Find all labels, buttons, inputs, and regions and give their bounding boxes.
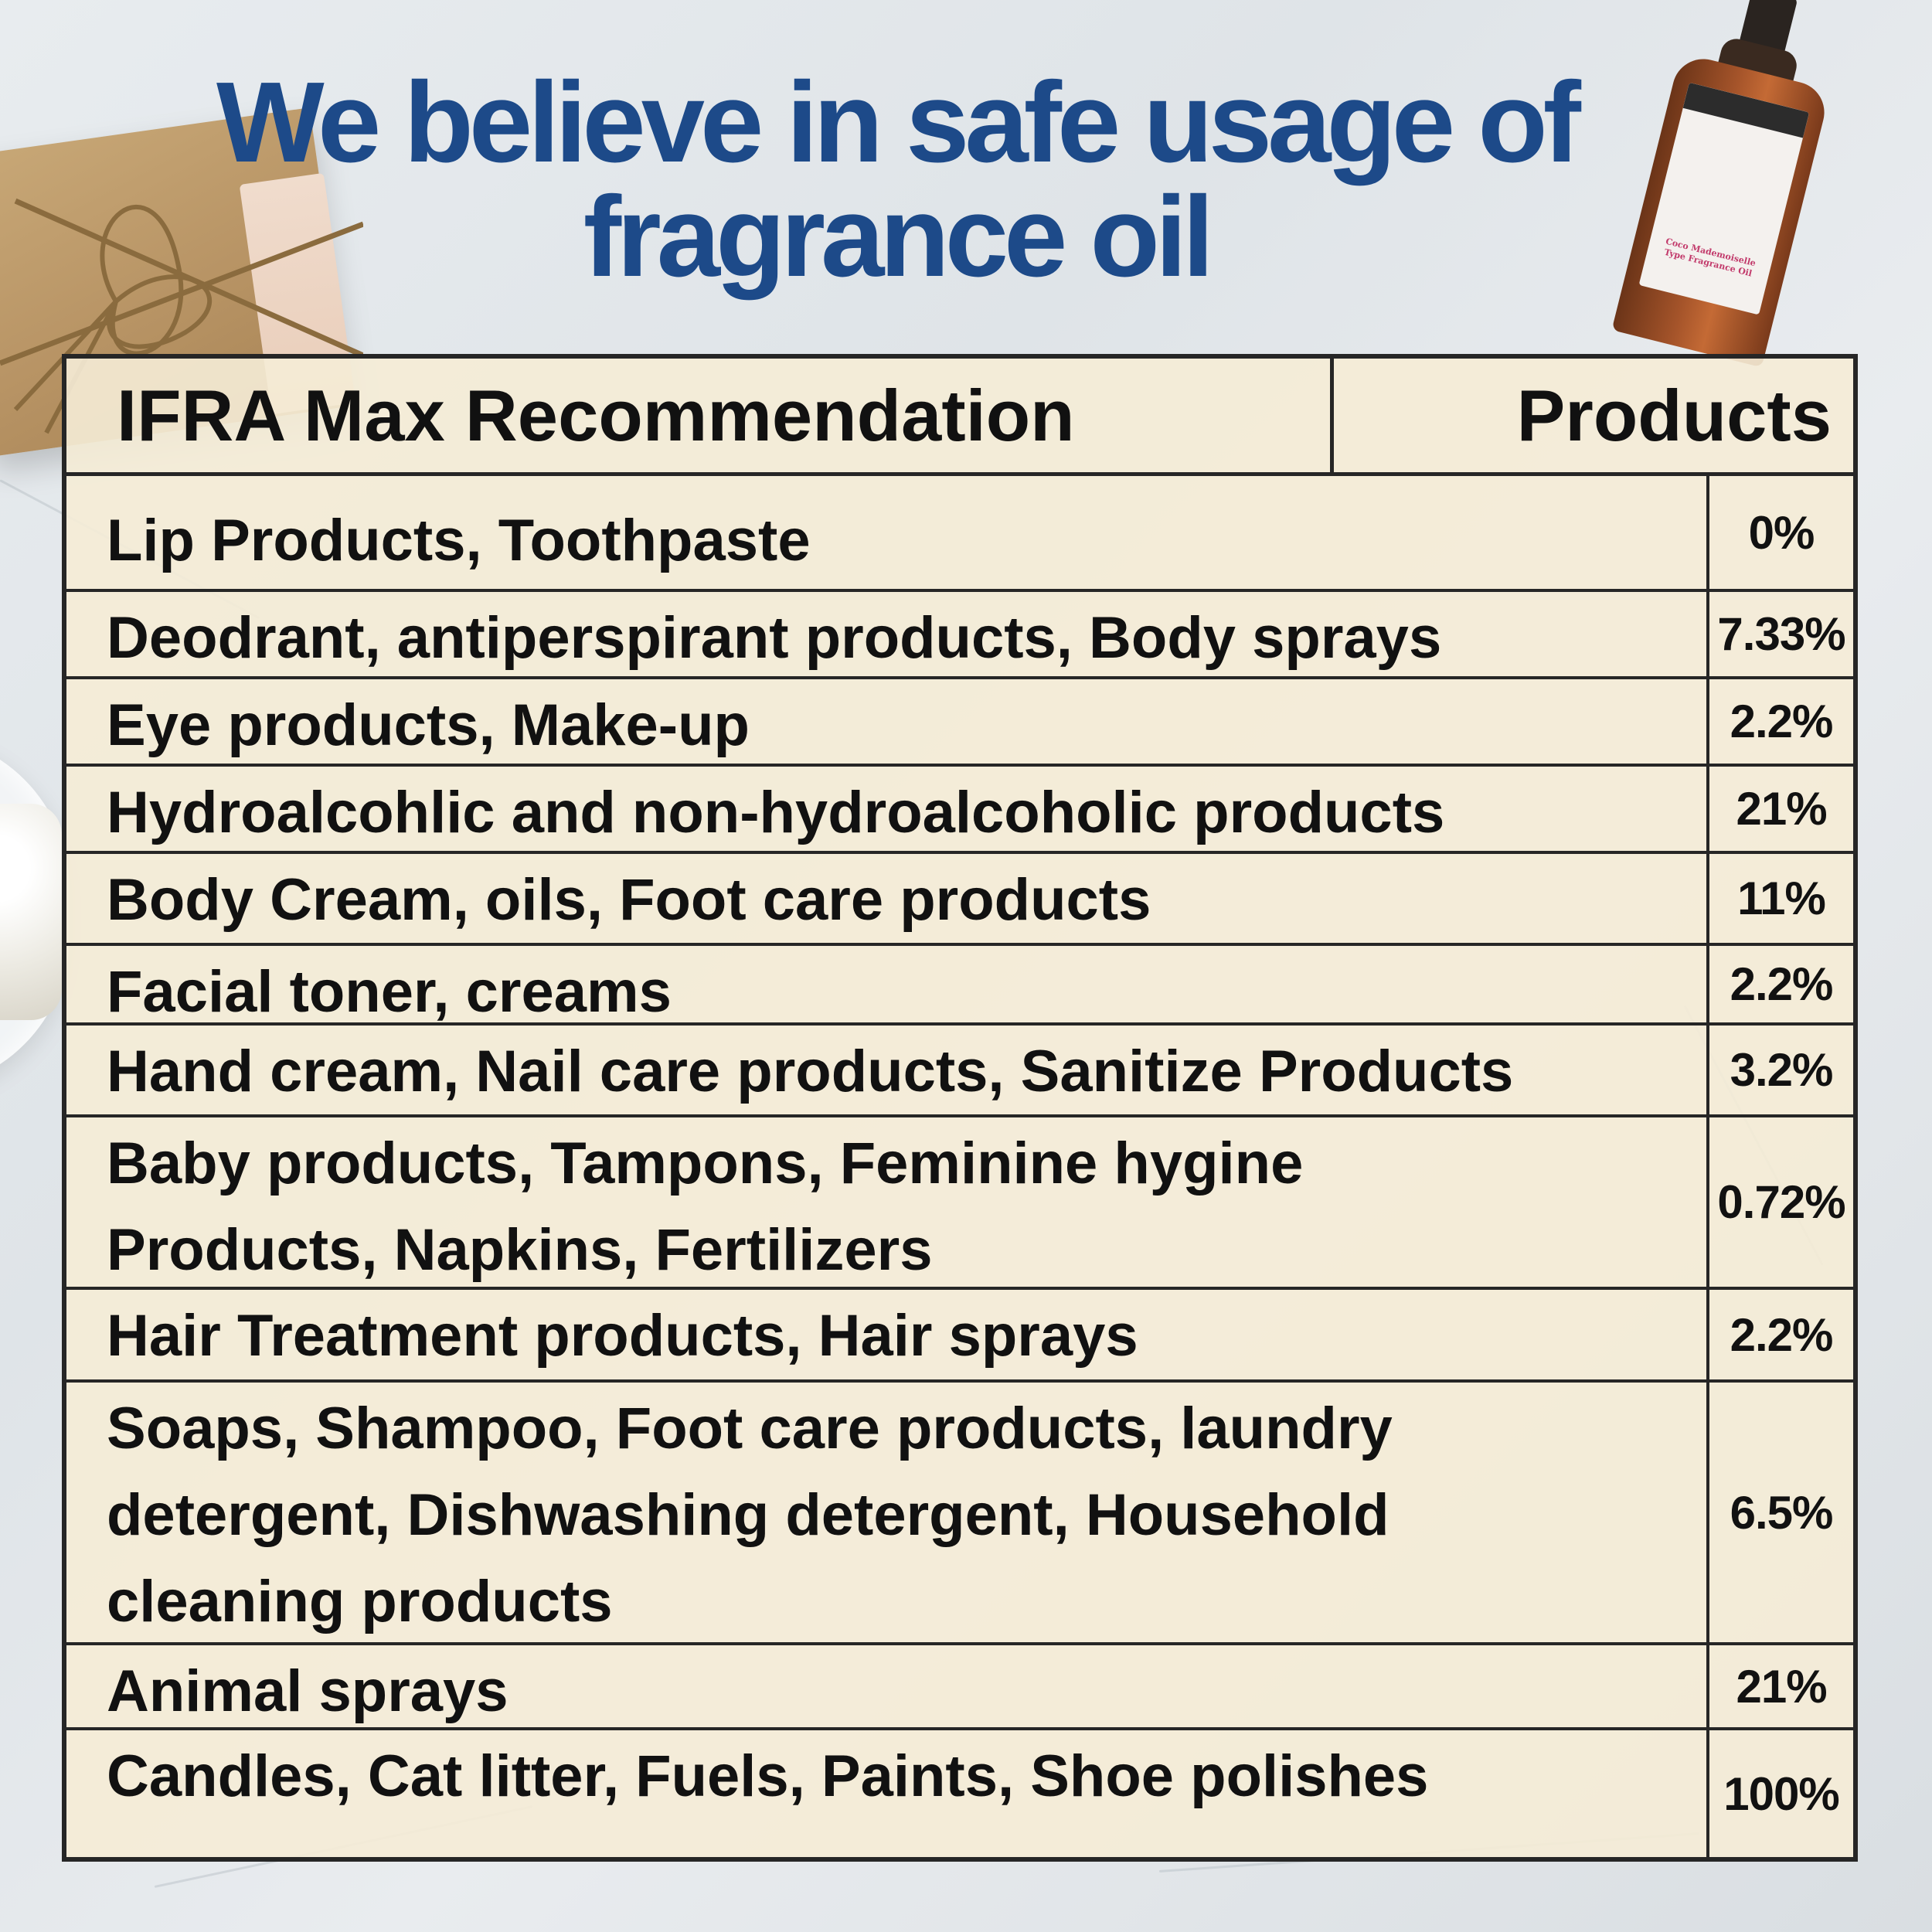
table-row: Hydroalcohlic and non-hydroalcoholic pro…	[66, 767, 1853, 854]
row-label: Eye products, Make-up	[66, 679, 1709, 764]
row-label: Facial toner, creams	[66, 946, 1709, 1025]
row-label: Body Cream, oils, Foot care products	[66, 854, 1709, 943]
bottle-label-text: Coco Mademoiselle Type Fragrance Oil	[1663, 236, 1757, 279]
row-value: 2.2%	[1730, 1308, 1834, 1361]
table-row: Soaps, Shampoo, Foot care products, laun…	[66, 1383, 1853, 1645]
row-value: 0.72%	[1717, 1176, 1845, 1228]
header-products: Products	[1516, 374, 1832, 456]
table-row: Lip Products, Toothpaste 0%	[66, 476, 1853, 592]
table-row: Baby products, Tampons, Feminine hygine …	[66, 1117, 1853, 1290]
row-label: Hydroalcohlic and non-hydroalcoholic pro…	[66, 767, 1709, 851]
fragrance-bottle-image: Coco Mademoiselle Type Fragrance Oil	[1611, 0, 1849, 371]
header-recommendation: IFRA Max Recommendation	[66, 359, 1334, 472]
row-label: Hair Treatment products, Hair sprays	[66, 1290, 1709, 1379]
table-row: Candles, Cat litter, Fuels, Paints, Shoe…	[66, 1730, 1853, 1857]
table-body: Lip Products, Toothpaste 0% Deodrant, an…	[66, 476, 1853, 1857]
table-row: Body Cream, oils, Foot care products 11%	[66, 854, 1853, 946]
row-label: Soaps, Shampoo, Foot care products, laun…	[66, 1383, 1709, 1642]
row-label: Animal sprays	[66, 1645, 1709, 1727]
row-value: 21%	[1736, 783, 1827, 835]
row-value: 100%	[1723, 1767, 1839, 1820]
row-value: 2.2%	[1730, 958, 1834, 1010]
table-row: Eye products, Make-up 2.2%	[66, 679, 1853, 767]
soap-flakes-image	[0, 804, 62, 1020]
row-label: Lip Products, Toothpaste	[66, 476, 1709, 589]
row-value: 0%	[1748, 506, 1815, 559]
row-value: 11%	[1737, 872, 1826, 924]
row-value: 3.2%	[1730, 1044, 1834, 1096]
table-header: IFRA Max Recommendation Products	[66, 359, 1853, 476]
row-value: 6.5%	[1730, 1486, 1834, 1539]
table-row: Hand cream, Nail care products, Sanitize…	[66, 1026, 1853, 1117]
page-title: We believe in safe usage of fragrance oi…	[216, 59, 1581, 301]
row-value: 21%	[1736, 1660, 1827, 1713]
row-label: Deodrant, antiperspirant products, Body …	[66, 592, 1709, 676]
row-label: Candles, Cat litter, Fuels, Paints, Shoe…	[66, 1730, 1709, 1857]
table-row: Facial toner, creams 2.2%	[66, 946, 1853, 1026]
table-row: Deodrant, antiperspirant products, Body …	[66, 592, 1853, 679]
table-row: Animal sprays 21%	[66, 1645, 1853, 1730]
ifra-table: IFRA Max Recommendation Products Lip Pro…	[62, 354, 1858, 1862]
row-value: 2.2%	[1730, 696, 1834, 747]
row-value: 7.33%	[1717, 608, 1845, 660]
row-label: Hand cream, Nail care products, Sanitize…	[66, 1026, 1709, 1114]
row-label: Baby products, Tampons, Feminine hygine …	[66, 1117, 1709, 1287]
table-row: Hair Treatment products, Hair sprays 2.2…	[66, 1290, 1853, 1383]
